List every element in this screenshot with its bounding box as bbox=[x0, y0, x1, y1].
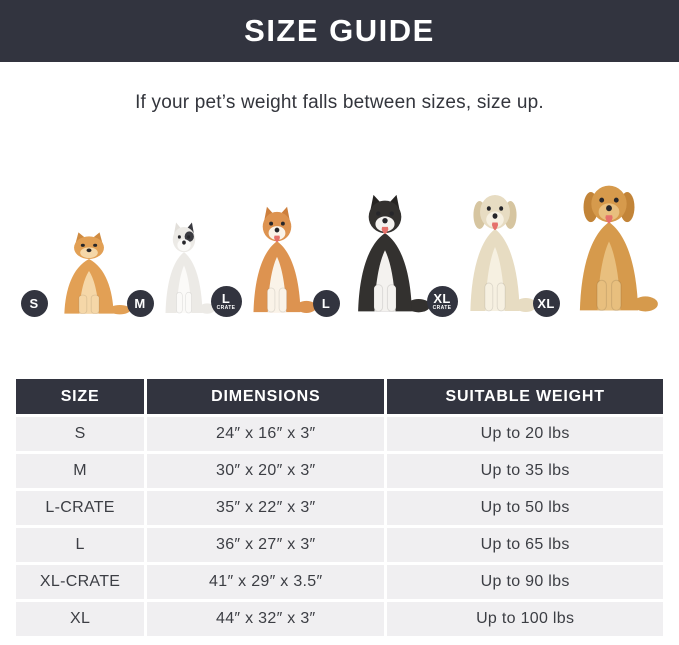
table-row: XL-CRATE 41″ x 29″ x 3.5″ Up to 90 lbs bbox=[16, 565, 663, 599]
dog-golden-retriever: XL bbox=[532, 177, 661, 319]
table-row: S 24″ x 16″ x 3″ Up to 20 lbs bbox=[16, 417, 663, 451]
page-title: SIZE GUIDE bbox=[244, 13, 435, 48]
dog-border-collie: L bbox=[312, 193, 433, 319]
size-badge-label: L bbox=[321, 296, 331, 311]
dimensions-cell: 30″ x 20″ x 3″ bbox=[147, 454, 385, 488]
weight-cell: Up to 50 lbs bbox=[387, 491, 663, 525]
size-cell: L-CRATE bbox=[16, 491, 145, 525]
size-cell: XL bbox=[16, 602, 145, 636]
size-cell: S bbox=[16, 417, 145, 451]
size-badge-label: XL bbox=[537, 296, 555, 311]
dog-shiba-inu: L CRATE bbox=[210, 205, 319, 319]
dimensions-cell: 24″ x 16″ x 3″ bbox=[147, 417, 385, 451]
table-row: L 36″ x 27″ x 3″ Up to 65 lbs bbox=[16, 528, 663, 562]
header-row: SIZE DIMENSIONS SUITABLE WEIGHT bbox=[16, 379, 663, 414]
subtitle: If your pet’s weight falls between sizes… bbox=[135, 92, 544, 113]
dog-pomeranian: S bbox=[20, 231, 133, 319]
col-header-dimensions: DIMENSIONS bbox=[147, 379, 385, 414]
dog-french-bulldog: M bbox=[126, 221, 217, 319]
size-badge-label: M bbox=[134, 296, 146, 311]
size-guide-banner: SIZE GUIDE bbox=[0, 0, 679, 62]
table-row: L-CRATE 35″ x 22″ x 3″ Up to 50 lbs bbox=[16, 491, 663, 525]
size-table-header: SIZE DIMENSIONS SUITABLE WEIGHT bbox=[16, 379, 663, 414]
size-badge-xl-crate: XL CRATE bbox=[426, 286, 458, 317]
col-header-size: SIZE bbox=[16, 379, 145, 414]
dimensions-cell: 35″ x 22″ x 3″ bbox=[147, 491, 385, 525]
weight-cell: Up to 65 lbs bbox=[387, 528, 663, 562]
size-badge-xl: XL bbox=[532, 290, 560, 317]
dimensions-cell: 36″ x 27″ x 3″ bbox=[147, 528, 385, 562]
weight-cell: Up to 100 lbs bbox=[387, 602, 663, 636]
size-cell: L bbox=[16, 528, 145, 562]
weight-cell: Up to 20 lbs bbox=[387, 417, 663, 451]
size-cell: XL-CRATE bbox=[16, 565, 145, 599]
size-badge-l: L bbox=[312, 290, 340, 317]
size-badge-label: XL bbox=[433, 290, 451, 306]
dimensions-cell: 44″ x 32″ x 3″ bbox=[147, 602, 385, 636]
size-badge-m: M bbox=[126, 290, 154, 317]
weight-cell: Up to 35 lbs bbox=[387, 454, 663, 488]
dimensions-cell: 41″ x 29″ x 3.5″ bbox=[147, 565, 385, 599]
size-badge-label: L bbox=[221, 290, 231, 306]
size-table-body: S 24″ x 16″ x 3″ Up to 20 lbs M 30″ x 20″… bbox=[16, 417, 663, 636]
size-badge-label: S bbox=[29, 296, 39, 311]
size-table-wrap: SIZE DIMENSIONS SUITABLE WEIGHT S 24″ x … bbox=[13, 376, 666, 639]
size-badge-s: S bbox=[20, 290, 48, 317]
size-table: SIZE DIMENSIONS SUITABLE WEIGHT S 24″ x … bbox=[13, 376, 666, 639]
dog-labrador: XL CRATE bbox=[426, 187, 539, 319]
table-row: XL 44″ x 32″ x 3″ Up to 100 lbs bbox=[16, 602, 663, 636]
dog-lineup: S M L bbox=[0, 166, 679, 319]
size-cell: M bbox=[16, 454, 145, 488]
size-badge-sublabel: CRATE bbox=[432, 305, 452, 312]
size-badge-sublabel: CRATE bbox=[216, 305, 236, 312]
size-badge-l-crate: L CRATE bbox=[210, 286, 242, 317]
col-header-weight: SUITABLE WEIGHT bbox=[387, 379, 663, 414]
table-row: M 30″ x 20″ x 3″ Up to 35 lbs bbox=[16, 454, 663, 488]
weight-cell: Up to 90 lbs bbox=[387, 565, 663, 599]
